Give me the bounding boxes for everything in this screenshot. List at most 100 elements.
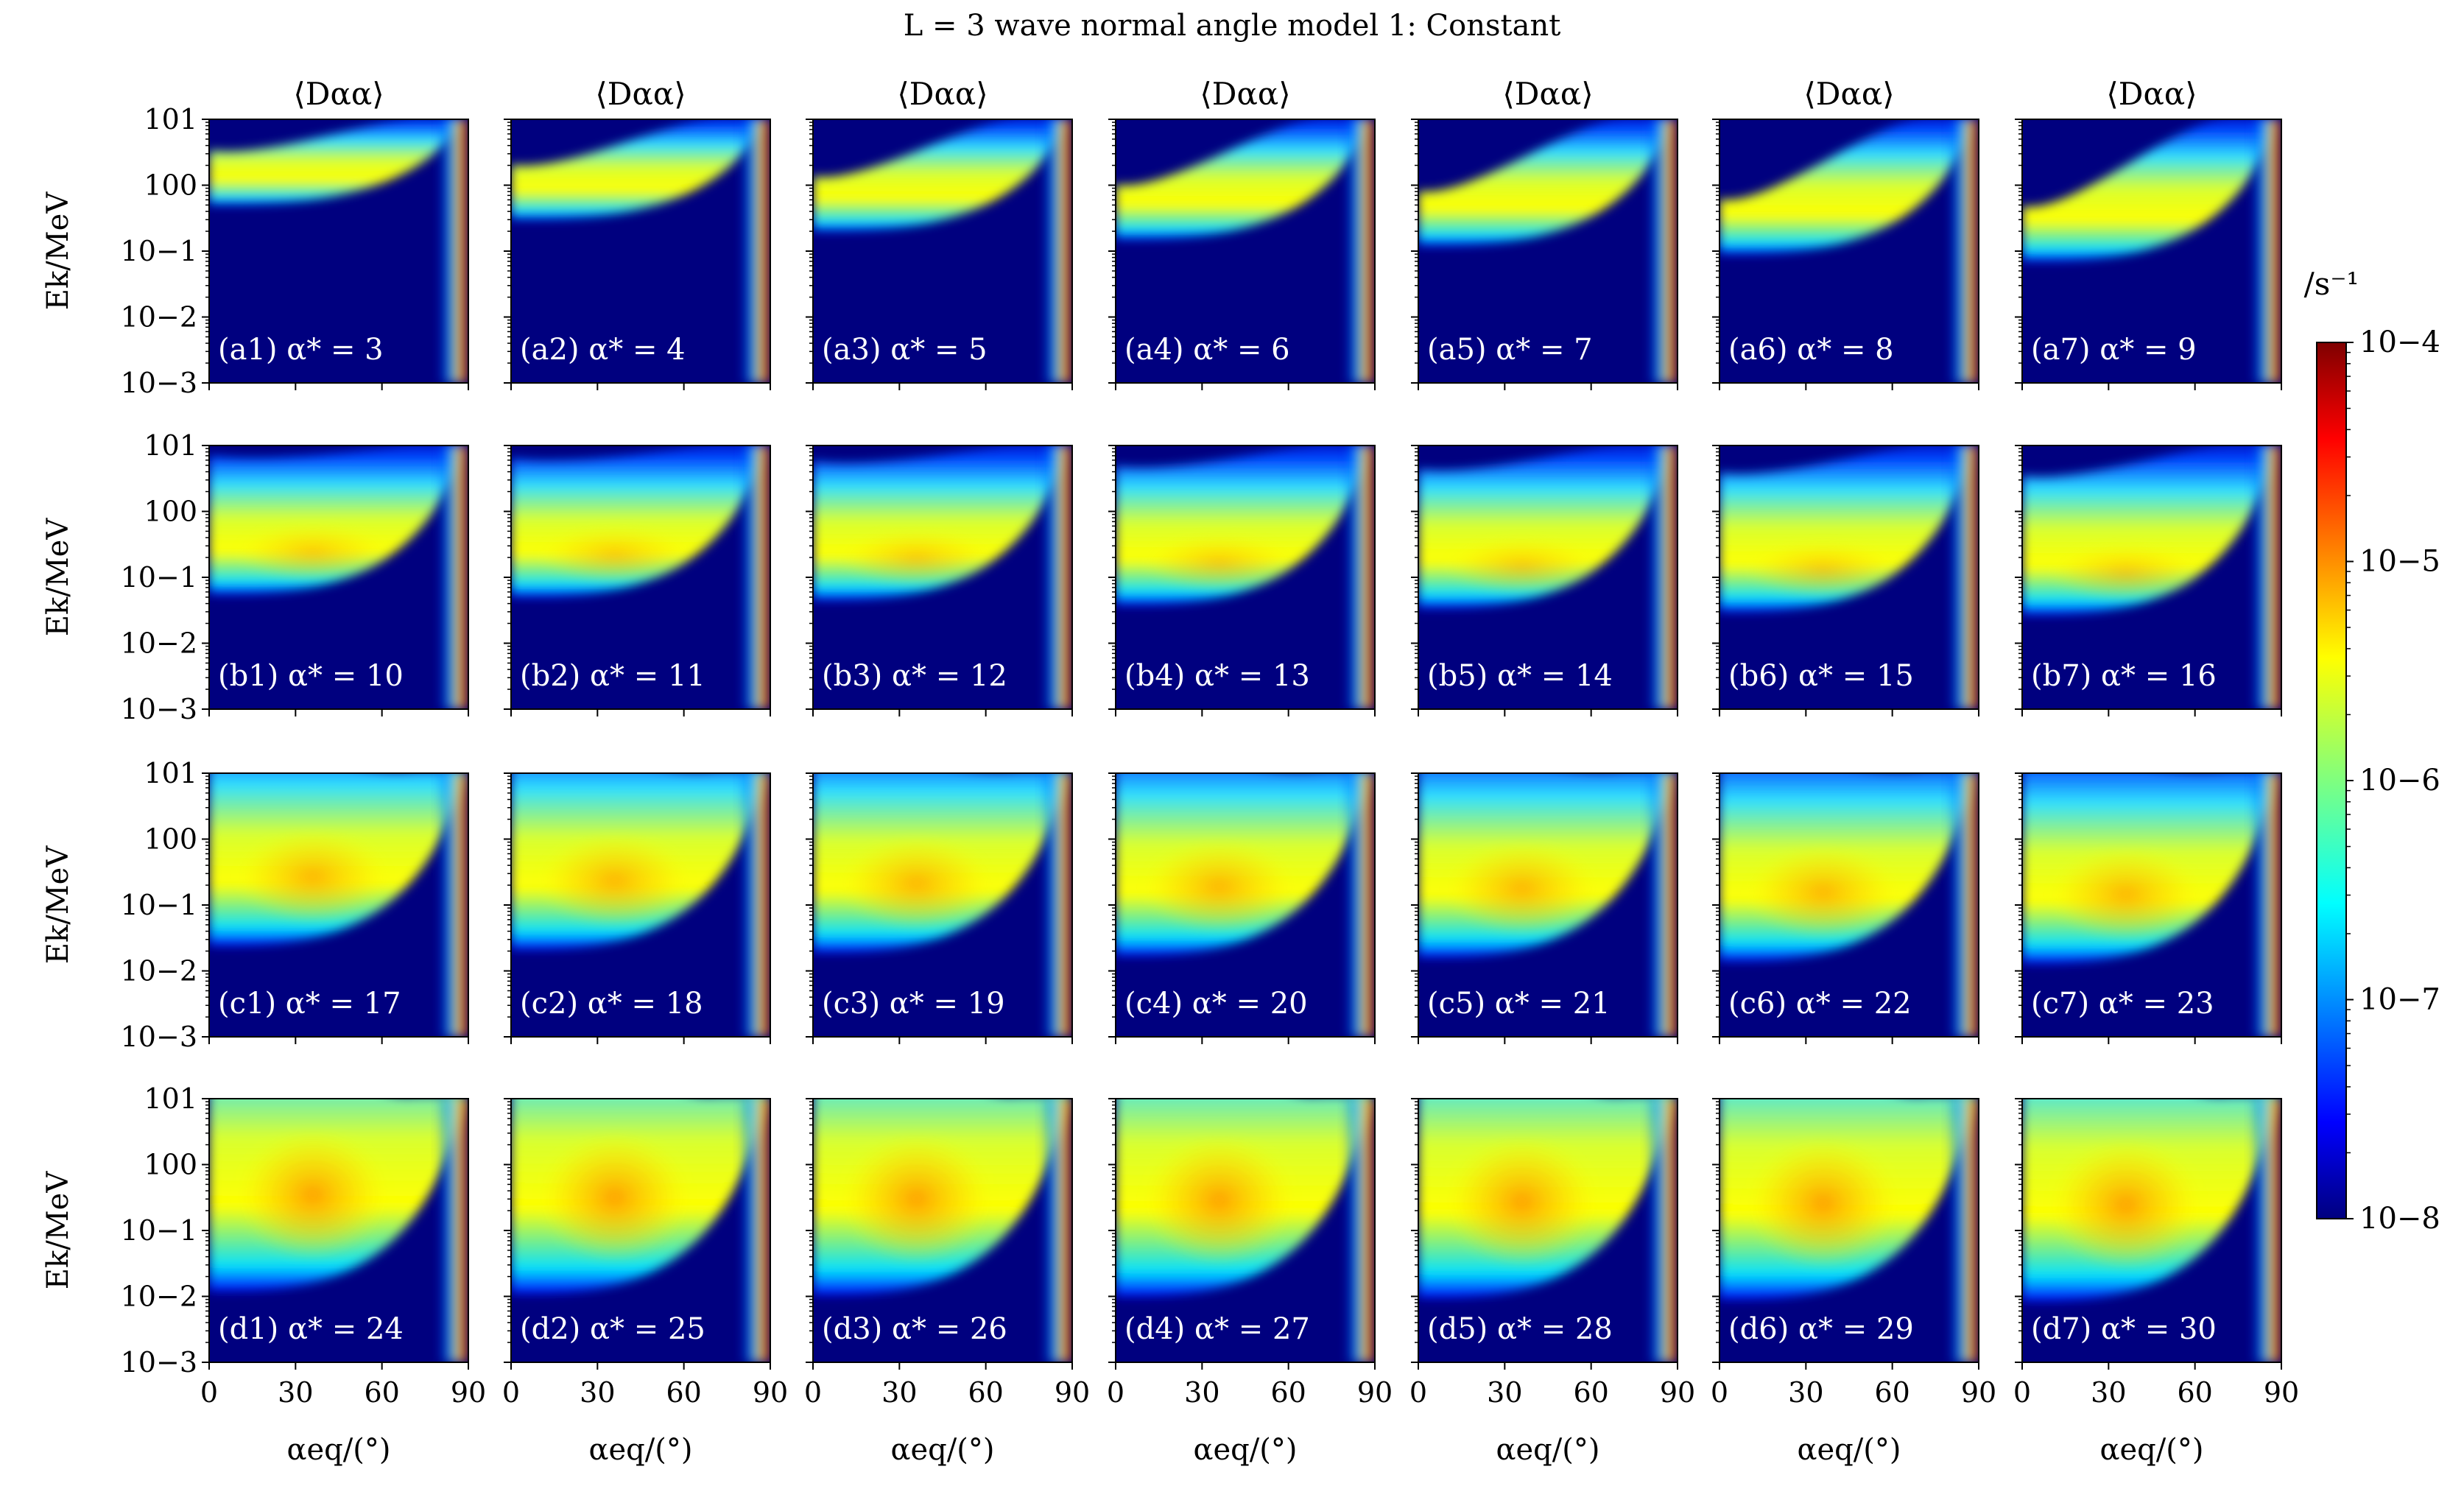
rim-band	[739, 1099, 770, 1362]
x-axis-label: αeq/(°)	[1798, 1433, 1901, 1467]
heatmap-panel: (d5) α* = 280 30 60 90 αeq/(°)	[1409, 1098, 1695, 1467]
colorbar-tick-label: 10−7	[2359, 983, 2440, 1017]
x-tick-label: 60	[968, 1376, 1003, 1409]
rim-band	[2250, 446, 2281, 709]
rim-band	[437, 1099, 468, 1362]
panel-label: (b4) α* = 13	[1124, 659, 1310, 693]
panel-label: (b6) α* = 15	[1728, 659, 1914, 693]
band-core	[235, 523, 391, 582]
panel-label: (b3) α* = 12	[822, 659, 1007, 693]
panel-label: (c4) α* = 20	[1124, 987, 1308, 1021]
y-tick-label: 10−2	[121, 1281, 197, 1313]
panel-label: (b1) α* = 10	[218, 659, 404, 693]
x-tick-label: 90	[1357, 1376, 1393, 1409]
x-axis-label: αeq/(°)	[589, 1433, 693, 1467]
column-header: ⟨Dαα⟩	[293, 76, 384, 112]
rim-band	[1646, 773, 1678, 1037]
diffusion-band	[2022, 119, 2279, 261]
rim-band	[1343, 446, 1375, 709]
y-tick-label: 10−1	[121, 561, 197, 594]
rim-band	[1343, 773, 1375, 1037]
x-tick-label: 30	[1487, 1376, 1522, 1409]
panel-label: (c2) α* = 18	[520, 987, 703, 1021]
band-core	[537, 1131, 693, 1264]
rim-band	[1041, 773, 1072, 1037]
y-tick-label: 101	[144, 429, 197, 462]
x-tick-label: 30	[580, 1376, 615, 1409]
rim-band	[437, 119, 468, 383]
band-core	[1444, 840, 1600, 936]
heatmap-panel: (b1) α* = 10 10−3 10−2 10−1 100 101 Ek/MeV	[41, 429, 469, 725]
heatmap-panel: (c7) α* = 23	[2015, 772, 2282, 1044]
heatmap-panel: (a6) α* = 8 ⟨Dαα⟩	[1712, 76, 1979, 390]
x-tick-label: 30	[2091, 1376, 2126, 1409]
x-tick-label: 0	[804, 1376, 822, 1409]
diffusion-band	[1116, 119, 1372, 240]
y-tick-label: 100	[144, 1149, 197, 1181]
rim-band	[739, 446, 770, 709]
band-core	[839, 529, 995, 588]
panel-label: (c3) α* = 19	[822, 987, 1005, 1021]
heatmap-panel: (c4) α* = 20	[1108, 772, 1376, 1044]
heatmap-panel: (a3) α* = 5 ⟨Dαα⟩	[806, 76, 1073, 390]
panel-label: (d2) α* = 25	[520, 1312, 705, 1346]
x-tick-label: 60	[2177, 1376, 2212, 1409]
y-tick-label: 10−2	[121, 955, 197, 987]
heatmap-panel: (a7) α* = 9 ⟨Dαα⟩	[2015, 76, 2282, 390]
y-tick-label: 10−3	[121, 693, 197, 725]
y-axis-label: Ek/MeV	[41, 518, 75, 637]
band-core	[2048, 1138, 2204, 1272]
figure-title: L = 3 wave normal angle model 1: Constan…	[904, 9, 1561, 43]
x-tick-label: 60	[1874, 1376, 1909, 1409]
heatmap-panel: (b3) α* = 12	[806, 445, 1073, 716]
panel-label: (c7) α* = 23	[2031, 987, 2214, 1021]
rim-band	[1947, 1099, 1979, 1362]
x-tick-label: 0	[1711, 1376, 1728, 1409]
band-core	[235, 1129, 391, 1261]
panel-label: (c5) α* = 21	[1427, 987, 1611, 1021]
band-core	[1745, 844, 1901, 940]
rim-band	[1646, 446, 1678, 709]
x-tick-label: 60	[1270, 1376, 1306, 1409]
band-core	[1141, 839, 1298, 934]
heatmap-panel: (a1) α* = 3 ⟨Dαα⟩ 10−3 10−2 10−1 100 101 Ek/MeV	[41, 76, 469, 399]
rim-band	[2250, 773, 2281, 1037]
band-core	[1745, 540, 1901, 599]
band-core	[1141, 1134, 1298, 1267]
x-axis-label: αeq/(°)	[1496, 1433, 1600, 1467]
panel-label: (a6) α* = 8	[1728, 333, 1894, 367]
heatmap-panel: (c3) α* = 19	[806, 772, 1073, 1044]
heatmap-panel: (d2) α* = 250 30 60 90 αeq/(°)	[502, 1098, 788, 1467]
diffusion-band	[209, 119, 465, 205]
y-tick-label: 10−3	[121, 367, 197, 399]
x-axis-label: αeq/(°)	[2100, 1433, 2204, 1467]
heatmap-panel: (b2) α* = 11	[504, 445, 771, 716]
x-tick-label: 0	[1107, 1376, 1124, 1409]
heatmap-panel: (d1) α* = 24 10−3 10−2 10−1 100 101 Ek/MeV 0 30 6…	[41, 1082, 486, 1467]
heatmap-panel: (a5) α* = 7 ⟨Dαα⟩	[1411, 76, 1678, 390]
y-tick-label: 10−1	[121, 889, 197, 921]
y-tick-label: 10−3	[121, 1346, 197, 1378]
rim-band	[437, 446, 468, 709]
panel-label: (b2) α* = 11	[520, 659, 705, 693]
y-tick-label: 100	[144, 496, 197, 528]
y-tick-label: 10−1	[121, 235, 197, 267]
y-tick-label: 101	[144, 1082, 197, 1115]
rim-band	[1343, 1099, 1375, 1362]
heatmap-panel: (d3) α* = 260 30 60 90 αeq/(°)	[804, 1098, 1090, 1467]
colorbar-gradient	[2316, 342, 2347, 1219]
y-tick-label: 10−1	[121, 1214, 197, 1247]
rim-band	[739, 773, 770, 1037]
x-tick-label: 0	[2013, 1376, 2031, 1409]
heatmap-panel: (c6) α* = 22	[1712, 772, 1979, 1044]
band-core	[235, 828, 391, 925]
x-tick-label: 60	[364, 1376, 399, 1409]
x-tick-label: 30	[278, 1376, 313, 1409]
x-axis-label: αeq/(°)	[891, 1433, 995, 1467]
colorbar-unit: /s⁻¹	[2304, 266, 2359, 302]
heatmap-panel: (d4) α* = 270 30 60 90 αeq/(°)	[1107, 1098, 1393, 1467]
column-header: ⟨Dαα⟩	[2106, 76, 2197, 112]
heatmap-panel: (a4) α* = 6 ⟨Dαα⟩	[1108, 76, 1376, 390]
colorbar-tick-label: 10−4	[2359, 325, 2440, 359]
panel-label: (b7) α* = 16	[2031, 659, 2217, 693]
